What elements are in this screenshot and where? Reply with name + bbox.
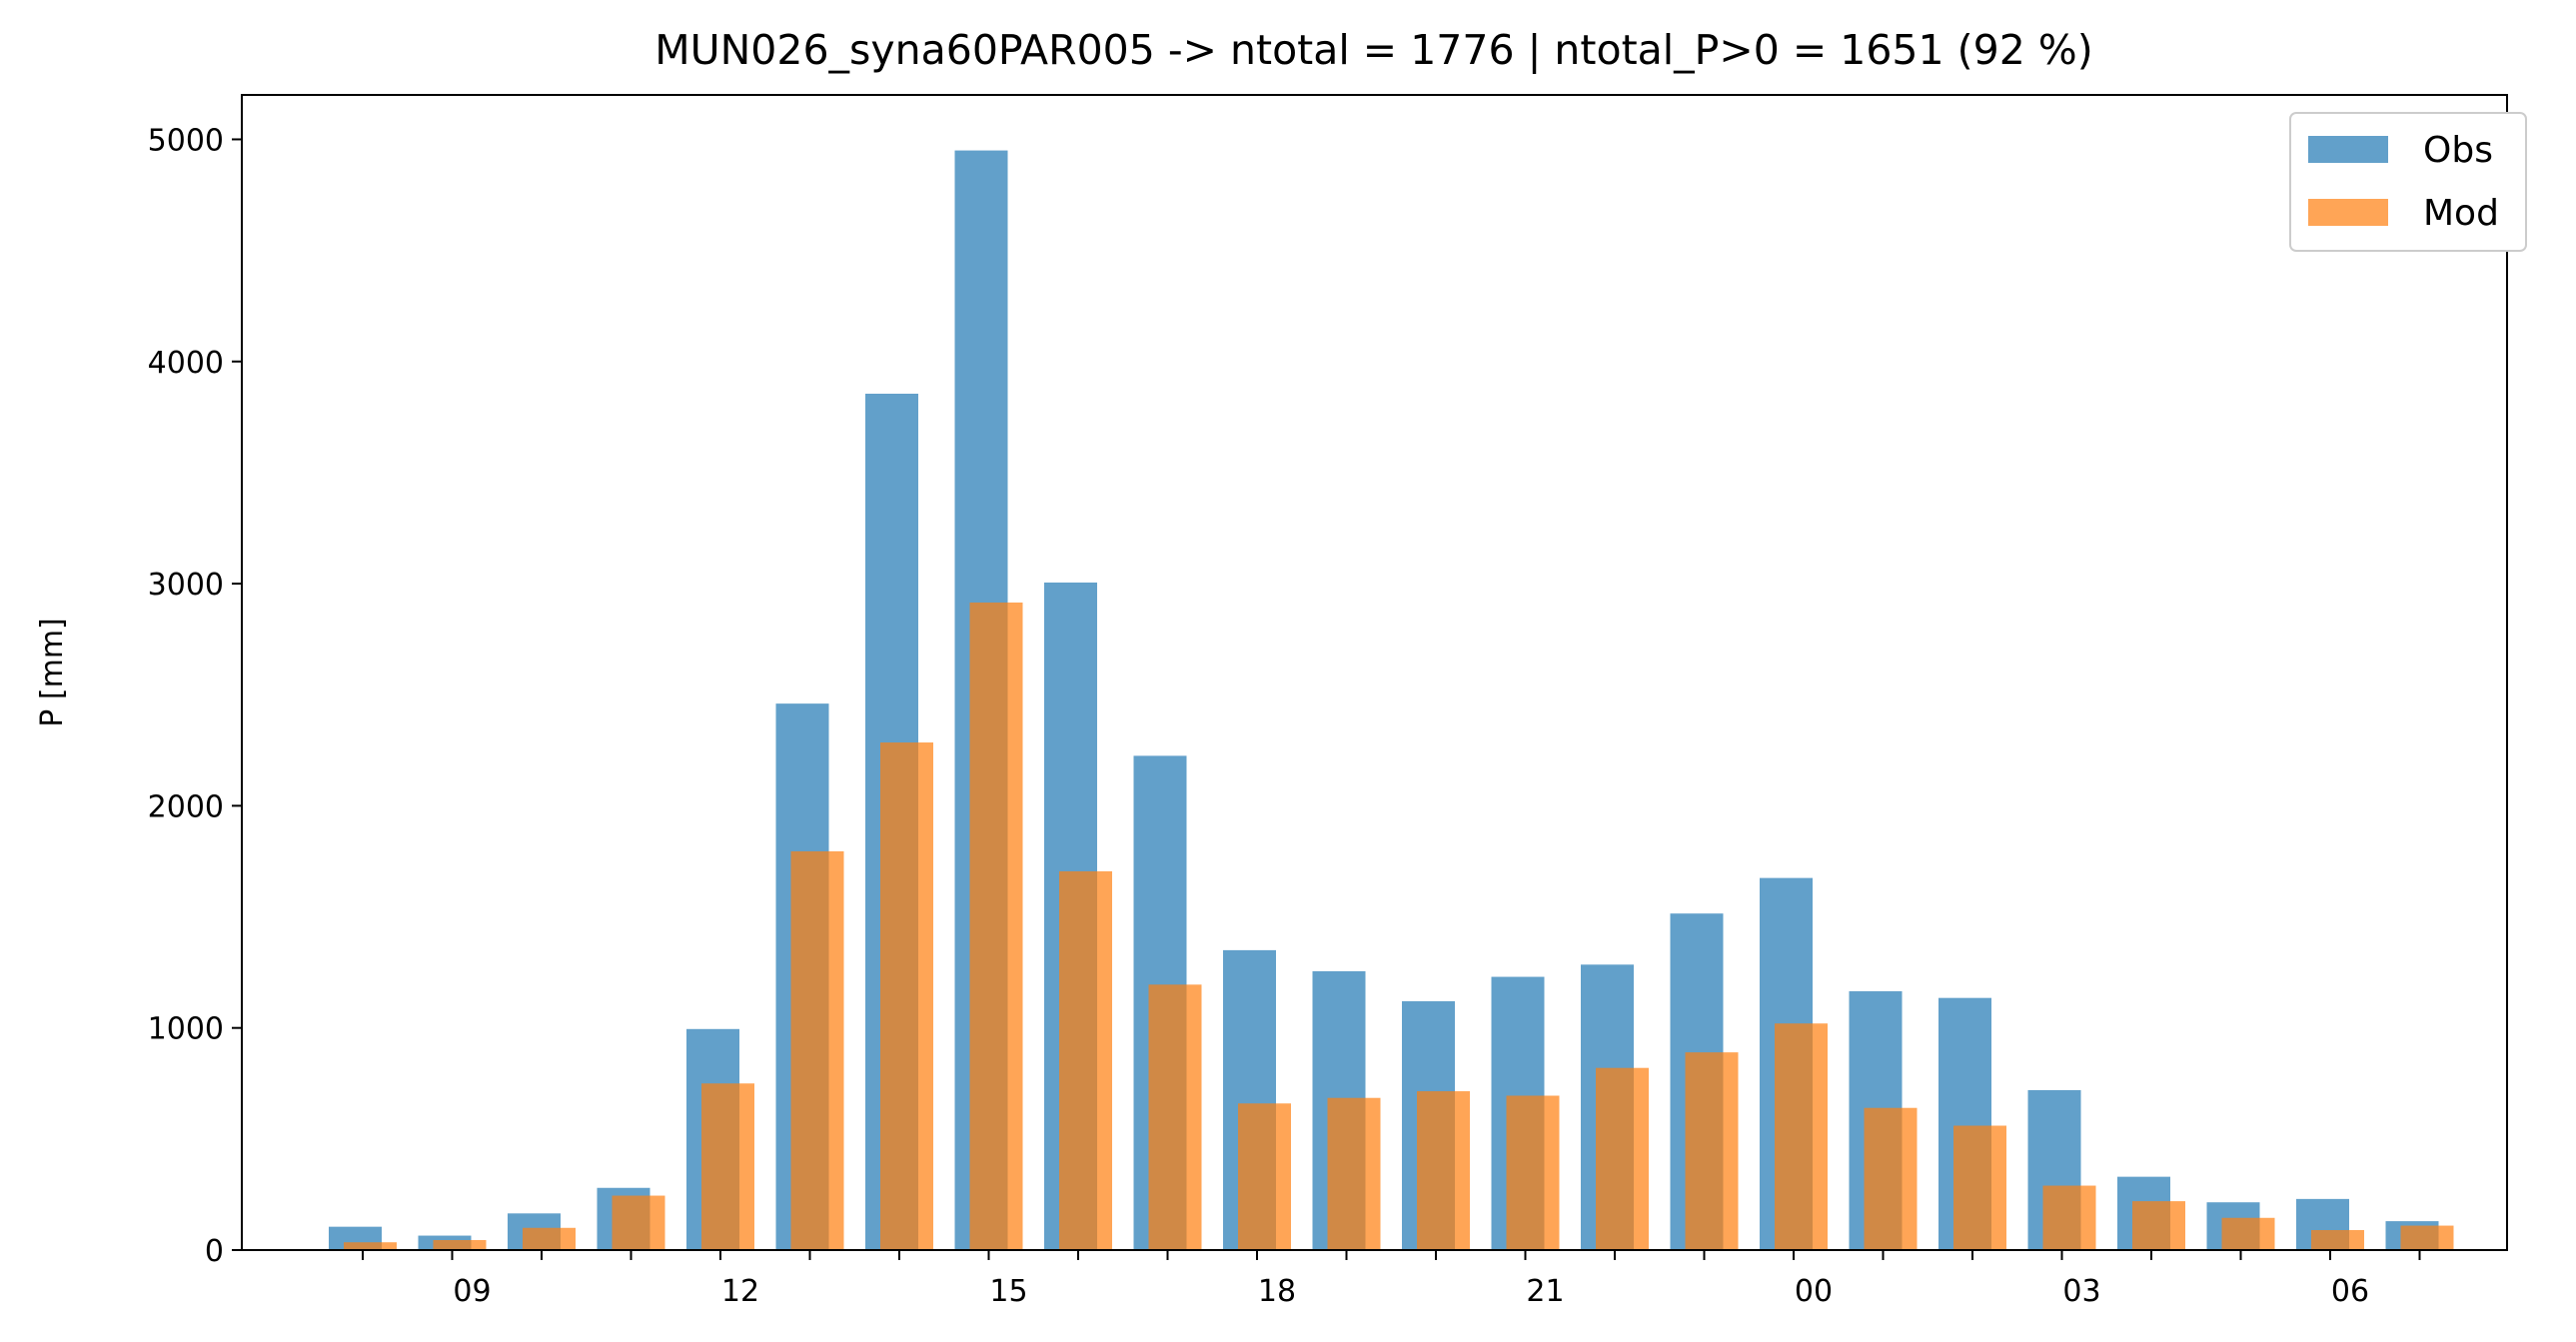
mod-bar-03	[2042, 1185, 2096, 1250]
y-axis-label: P [mm]	[35, 618, 70, 726]
x-tick-label-21: 21	[1526, 1274, 1564, 1309]
x-tick-label-00: 00	[1795, 1274, 1833, 1309]
mod-bar-15	[969, 602, 1023, 1250]
mod-bar-01	[1864, 1107, 1918, 1250]
y-tick-label-4000: 4000	[148, 346, 224, 381]
mod-bar-00	[1775, 1023, 1828, 1250]
x-tick-label-09: 09	[453, 1274, 491, 1309]
legend-obs-swatch	[2308, 136, 2388, 163]
mod-bar-23	[1685, 1052, 1739, 1250]
y-tick-label-5000: 5000	[148, 123, 224, 158]
x-tick-label-03: 03	[2062, 1274, 2100, 1309]
mod-bar-18	[1238, 1103, 1291, 1250]
chart-title: MUN026_syna60PAR005 -> ntotal = 1776 | n…	[654, 26, 2093, 74]
legend-obs-label: Obs	[2423, 130, 2493, 171]
y-tick-label-0: 0	[205, 1234, 224, 1269]
mod-bar-21	[1506, 1095, 1560, 1250]
mod-bar-17	[1148, 984, 1202, 1250]
mod-bar-12	[701, 1083, 754, 1250]
y-axis: 0 1000 2000 3000 4000 5000	[148, 123, 242, 1269]
mod-bar-16	[1059, 870, 1112, 1250]
x-tick-label-12: 12	[721, 1274, 759, 1309]
plot-frame	[241, 94, 2508, 1251]
bars-layer	[329, 150, 2454, 1251]
y-tick-label-3000: 3000	[148, 568, 224, 603]
y-tick-label-1000: 1000	[148, 1012, 224, 1047]
mod-bar-10	[523, 1227, 576, 1250]
legend-mod-label: Mod	[2423, 193, 2499, 234]
x-tick-label-06: 06	[2331, 1274, 2369, 1309]
mod-bar-05	[2221, 1217, 2275, 1250]
mod-bar-09	[433, 1239, 487, 1250]
legend-mod-swatch	[2308, 199, 2388, 226]
mod-bar-02	[1953, 1125, 2006, 1250]
mod-bar-19	[1327, 1097, 1381, 1250]
mod-bar-20	[1417, 1091, 1470, 1250]
mod-bar-14	[880, 742, 933, 1250]
x-tick-label-15: 15	[989, 1274, 1027, 1309]
mod-bar-11	[612, 1195, 665, 1250]
y-tick-label-2000: 2000	[148, 789, 224, 824]
legend: Obs Mod	[2289, 112, 2527, 252]
mod-bar-06	[2311, 1229, 2364, 1250]
mod-bar-08	[344, 1242, 397, 1250]
mod-bar-04	[2132, 1201, 2185, 1250]
mod-bar-22	[1596, 1067, 1649, 1250]
x-axis: 09 12 15 18 21 00 03 06	[362, 1250, 2421, 1309]
x-tick-label-18: 18	[1258, 1274, 1296, 1309]
mod-bar-13	[790, 850, 844, 1250]
mod-bar-07	[2400, 1225, 2454, 1250]
